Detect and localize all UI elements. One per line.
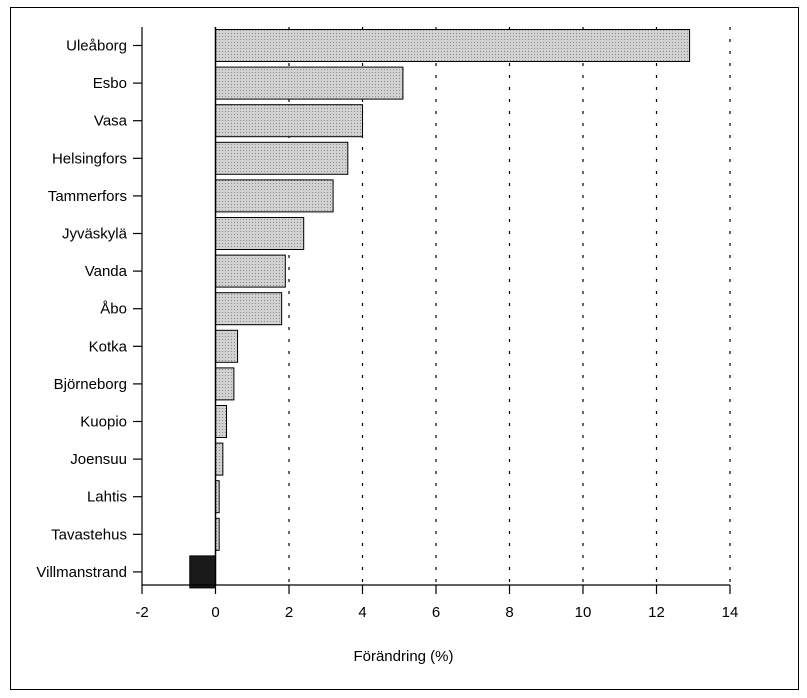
x-axis-title: Förändring (%): [353, 648, 454, 665]
category-label-1: Esbo: [93, 75, 127, 92]
category-label-9: Björneborg: [54, 376, 127, 393]
category-label-11: Joensuu: [70, 451, 127, 468]
x-tick-label-12: 12: [648, 604, 665, 621]
category-label-10: Kuopio: [80, 414, 127, 431]
x-tick-label-8: 8: [505, 604, 513, 621]
bar-9: [215, 367, 235, 401]
x-tick-labels: -2 0 2 4 6 8 10 12 14: [135, 604, 738, 621]
x-tick-label-10: 10: [575, 604, 592, 621]
category-label-5: Jyväskylä: [62, 226, 128, 243]
category-label-6: Vanda: [85, 263, 128, 280]
bar-8: [215, 329, 239, 363]
bar-4: [215, 179, 334, 213]
bar-2: [215, 104, 363, 138]
bar-7: [215, 292, 283, 326]
category-label-12: Lahtis: [87, 489, 127, 506]
x-tick-label-4: 4: [358, 604, 366, 621]
category-label-7: Åbo: [100, 301, 127, 318]
category-label-8: Kotka: [89, 338, 128, 355]
category-label-2: Vasa: [94, 113, 128, 130]
grid-lines: [288, 27, 731, 585]
x-tick-label-2: 2: [285, 604, 293, 621]
category-labels: Uleåborg Esbo Vasa Helsingfors Tammerfors Jyv…: [36, 38, 127, 581]
category-label-0: Uleåborg: [66, 38, 127, 55]
category-label-4: Tammerfors: [48, 188, 127, 205]
bars: [189, 29, 691, 589]
bar-0: [215, 29, 691, 62]
axes: [133, 27, 731, 594]
bar-11: [215, 442, 224, 476]
x-tick-label-14: 14: [722, 604, 739, 621]
x-tick-label-0: 0: [211, 604, 219, 621]
bar-14: [189, 555, 216, 589]
bar-1: [215, 66, 404, 100]
x-tick-label-6: 6: [432, 604, 440, 621]
bar-5: [215, 217, 305, 250]
bar-10: [215, 405, 228, 438]
bar-6: [215, 254, 286, 288]
bar-3: [215, 141, 349, 175]
category-label-13: Tavastehus: [51, 526, 127, 543]
category-label-3: Helsingfors: [52, 150, 127, 167]
x-tick-label--2: -2: [135, 604, 148, 621]
category-label-14: Villmanstrand: [36, 564, 127, 581]
